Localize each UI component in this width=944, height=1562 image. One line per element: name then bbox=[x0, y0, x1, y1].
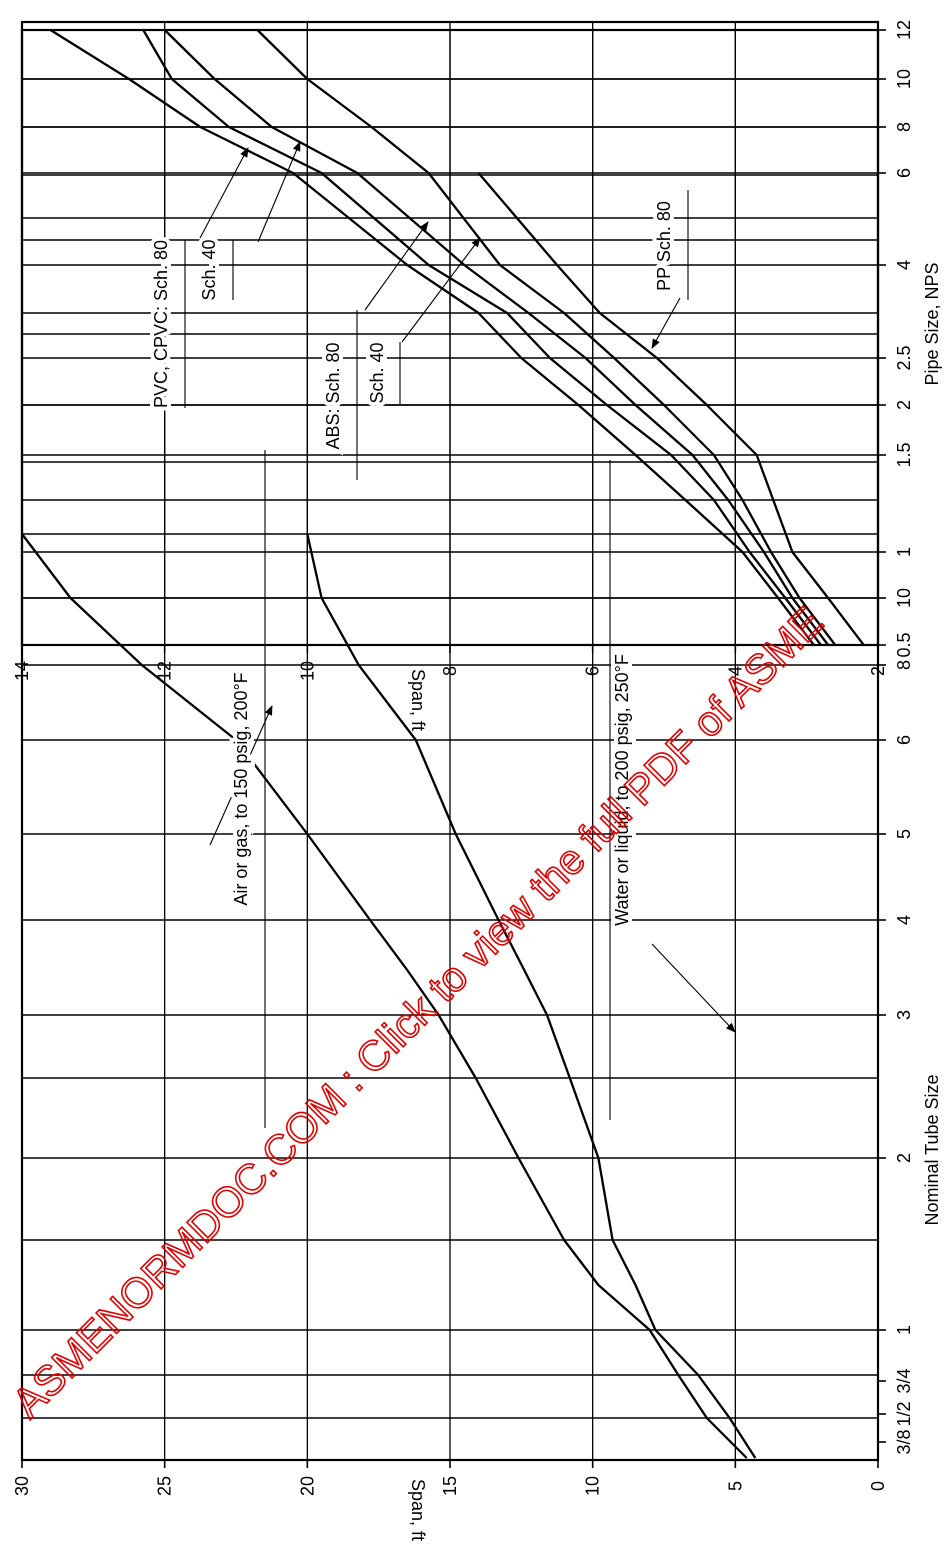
pipe-annotation-arrow-2 bbox=[364, 221, 429, 311]
pipe-series-line-pp-sch-80-4 bbox=[477, 172, 865, 646]
pipe-size-tick-label-8: 8 bbox=[894, 122, 914, 132]
tube-value-tick-label-15: 15 bbox=[440, 1476, 460, 1496]
tube-value-tick-label-30: 30 bbox=[12, 1476, 32, 1496]
pipe-size-tick-label-2: 2 bbox=[894, 400, 914, 410]
pipe-y-axis-title: Span, ft bbox=[408, 669, 428, 731]
pipe-value-tick-label-6: 6 bbox=[583, 666, 603, 676]
pipe-size-tick-label-1-5: 1.5 bbox=[894, 442, 914, 467]
tube-value-tick-label-25: 25 bbox=[155, 1476, 175, 1496]
tube-value-tick-label-10: 10 bbox=[583, 1476, 603, 1496]
pipe-size-tick-label-0-5: 0.5 bbox=[894, 632, 914, 657]
tube-x-axis-title: Nominal Tube Size bbox=[922, 1074, 942, 1225]
tube-value-tick-label-5: 5 bbox=[725, 1481, 745, 1491]
pipe-size-tick-label-12: 12 bbox=[894, 20, 914, 40]
pipe-value-tick-label-2: 2 bbox=[868, 666, 888, 676]
tube-size-tick-label-6: 6 bbox=[894, 735, 914, 745]
tube-size-tick-label-3-4: 3/4 bbox=[894, 1368, 914, 1393]
tube-value-tick-label-0: 0 bbox=[868, 1481, 888, 1491]
pipe-value-tick-label-12: 12 bbox=[155, 661, 175, 681]
pipe-value-tick-label-4: 4 bbox=[725, 666, 745, 676]
pipe-annotation-arrow-1 bbox=[257, 141, 301, 243]
tube-size-tick-label-3: 3 bbox=[894, 1010, 914, 1020]
tube-series-line-water-or-liquid-to-200-psig-250-f-1 bbox=[306, 533, 757, 1459]
pipe-annotation-sch-40-1: Sch. 40 bbox=[199, 239, 219, 300]
pipe-annotation-arrow-4 bbox=[651, 297, 681, 349]
pipe-span-chart: 2 4 6 8 10 12 14 0.5 1 1.5 2 2.5 4 6 8 10 12 Pipe Size, N… bbox=[12, 20, 942, 731]
tube-series-line-air-or-gas-to-150-psig-200-f-0 bbox=[21, 533, 748, 1459]
tube-size-tick-label-1-2: 1/2 bbox=[894, 1401, 914, 1426]
pipe-annotation-pp-sch-80-4: PP Sch. 80 bbox=[654, 201, 674, 291]
tube-annotation-water-or-liquid-to-200-psig-250-f-1: Water or liquid, to 200 psig, 250°F bbox=[612, 654, 632, 926]
tube-y-axis-title: Span, ft bbox=[408, 1479, 428, 1541]
pipe-size-tick-label-4: 4 bbox=[894, 260, 914, 270]
pipe-value-tick-label-14: 14 bbox=[12, 661, 32, 681]
tube-size-tick-label-8: 8 bbox=[894, 660, 914, 670]
pipe-series-line-sch-40-3 bbox=[256, 29, 837, 646]
pipe-value-tick-label-8: 8 bbox=[440, 666, 460, 676]
pipe-annotation-pvc-cpvc-sch-80-0: PVC, CPVC: Sch. 80 bbox=[151, 240, 171, 408]
tube-size-tick-label-1: 1 bbox=[894, 1325, 914, 1335]
pipe-annotation-abs-sch-80-2: ABS: Sch. 80 bbox=[323, 342, 343, 449]
tube-size-tick-label-3-8: 3/8 bbox=[894, 1429, 914, 1454]
tube-size-tick-label-5: 5 bbox=[894, 829, 914, 839]
pipe-size-tick-label-10: 10 bbox=[894, 69, 914, 89]
tube-size-tick-label-2: 2 bbox=[894, 1153, 914, 1163]
tube-annotation-arrow-0 bbox=[209, 705, 273, 846]
pipe-annotation-arrow-3 bbox=[401, 237, 481, 343]
pipe-annotation-sch-40-3: Sch. 40 bbox=[367, 342, 387, 403]
tube-size-tick-label-10: 10 bbox=[894, 588, 914, 608]
pipe-value-tick-label-10: 10 bbox=[297, 661, 317, 681]
pipe-series-line-sch-40-1 bbox=[142, 29, 822, 646]
pipe-size-tick-label-6: 6 bbox=[894, 168, 914, 178]
tube-annotation-air-or-gas-to-150-psig-200-f-0: Air or gas, to 150 psig, 200°F bbox=[231, 672, 251, 905]
pipe-size-tick-label-1: 1 bbox=[894, 547, 914, 557]
pipe-x-axis-title: Pipe Size, NPS bbox=[922, 262, 942, 385]
pipe-series-line-pvc-cpvc-sch-80-0 bbox=[49, 29, 815, 646]
pipe-size-tick-label-2-5: 2.5 bbox=[894, 345, 914, 370]
pipe-annotation-arrow-0 bbox=[199, 147, 249, 239]
tube-value-tick-label-20: 20 bbox=[297, 1476, 317, 1496]
pipe-series-line-abs-sch-80-2 bbox=[163, 29, 830, 646]
tube-annotation-arrow-1 bbox=[651, 943, 736, 1033]
tube-size-tick-label-4: 4 bbox=[894, 915, 914, 925]
